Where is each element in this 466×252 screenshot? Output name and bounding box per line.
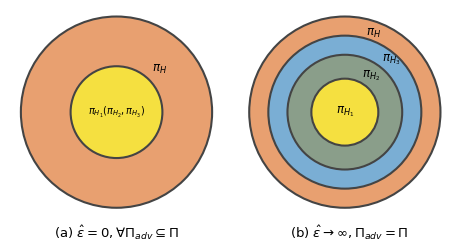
Circle shape xyxy=(288,55,402,170)
Circle shape xyxy=(21,17,212,208)
Text: $\pi_{H_1}(\pi_{H_2},\pi_{H_3})$: $\pi_{H_1}(\pi_{H_2},\pi_{H_3})$ xyxy=(88,105,145,120)
Text: (b) $\hat{\epsilon}\rightarrow\infty, \Pi_{adv}=\Pi$: (b) $\hat{\epsilon}\rightarrow\infty, \P… xyxy=(290,224,409,242)
Circle shape xyxy=(71,66,162,158)
Text: $\pi_{H_3}$: $\pi_{H_3}$ xyxy=(382,52,400,67)
Text: $\pi_H$: $\pi_H$ xyxy=(152,62,167,76)
Text: $\pi_H$: $\pi_H$ xyxy=(366,27,381,40)
Circle shape xyxy=(268,36,421,189)
Text: $\pi_{H_2}$: $\pi_{H_2}$ xyxy=(363,69,381,83)
Circle shape xyxy=(249,17,440,208)
Text: $\pi_{H_1}$: $\pi_{H_1}$ xyxy=(336,105,354,119)
Circle shape xyxy=(311,79,378,146)
Text: (a) $\hat{\epsilon}=0, \forall\Pi_{adv}\subseteq\Pi$: (a) $\hat{\epsilon}=0, \forall\Pi_{adv}\… xyxy=(54,224,179,242)
